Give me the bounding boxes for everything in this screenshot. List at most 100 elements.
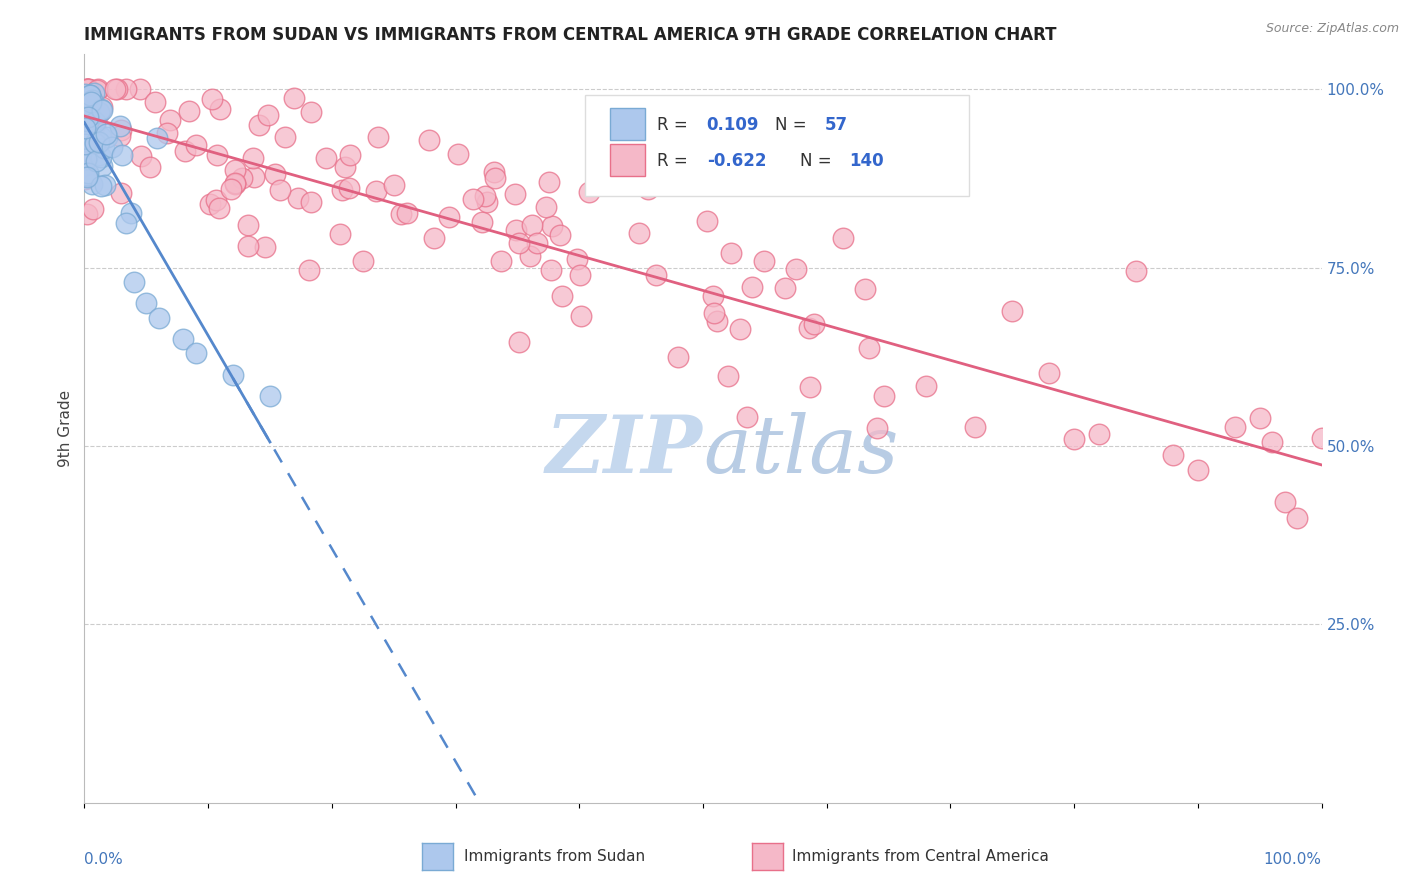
Point <box>569 309 592 323</box>
Point <box>110 122 132 136</box>
Point <box>264 167 287 181</box>
Point <box>224 177 246 191</box>
Point <box>79 108 101 122</box>
Point <box>1285 511 1308 525</box>
Point <box>83 136 105 150</box>
Point <box>80 115 103 129</box>
Point <box>79 98 101 112</box>
Point <box>76 82 98 96</box>
Point <box>208 102 231 116</box>
Point <box>702 289 724 303</box>
Point <box>222 368 245 382</box>
Point <box>706 314 728 328</box>
Point <box>914 379 936 393</box>
Point <box>484 164 506 178</box>
Point <box>773 281 796 295</box>
Point <box>637 182 659 196</box>
Point <box>77 112 100 127</box>
Point <box>105 82 128 96</box>
Point <box>146 131 169 145</box>
Point <box>785 262 807 277</box>
Point <box>866 420 889 434</box>
Point <box>93 141 115 155</box>
Point <box>159 113 181 128</box>
Point <box>87 82 110 96</box>
Point <box>298 263 321 277</box>
Point <box>129 148 152 162</box>
Point <box>352 254 374 268</box>
Text: IMMIGRANTS FROM SUDAN VS IMMIGRANTS FROM CENTRAL AMERICA 9TH GRADE CORRELATION C: IMMIGRANTS FROM SUDAN VS IMMIGRANTS FROM… <box>84 26 1057 44</box>
Point <box>90 102 112 116</box>
Point <box>135 296 157 310</box>
Point <box>73 117 96 131</box>
Point <box>73 95 96 110</box>
Point <box>145 95 167 109</box>
Point <box>489 253 512 268</box>
Point <box>287 191 309 205</box>
Point <box>77 114 100 128</box>
Point <box>111 148 134 162</box>
Point <box>79 97 101 112</box>
Point <box>335 160 357 174</box>
Text: Source: ZipAtlas.com: Source: ZipAtlas.com <box>1265 22 1399 36</box>
Point <box>236 239 259 253</box>
Point <box>538 176 561 190</box>
Text: 57: 57 <box>824 116 848 134</box>
Point <box>76 207 98 221</box>
Point <box>1261 435 1284 450</box>
Point <box>367 129 389 144</box>
Point <box>73 151 96 165</box>
Point <box>76 169 98 183</box>
Text: 0.109: 0.109 <box>707 116 759 134</box>
Point <box>578 185 600 199</box>
Point <box>90 179 112 194</box>
Point <box>87 135 110 149</box>
Point <box>73 87 96 101</box>
Point <box>148 310 170 325</box>
Point <box>1274 495 1296 509</box>
Point <box>717 368 740 383</box>
Text: atlas: atlas <box>703 412 898 490</box>
Point <box>565 252 588 266</box>
Point <box>299 105 322 120</box>
Point <box>205 148 228 162</box>
Point <box>120 206 142 220</box>
Point <box>79 91 101 105</box>
Point <box>741 279 763 293</box>
Bar <box>610 108 645 140</box>
Point <box>474 189 496 203</box>
Point <box>83 86 105 100</box>
Text: R =: R = <box>657 116 693 134</box>
Point <box>198 196 221 211</box>
Point <box>84 154 107 169</box>
Point <box>329 227 352 241</box>
Text: N =: N = <box>775 116 811 134</box>
Point <box>76 151 98 165</box>
Point <box>204 194 226 208</box>
Point <box>447 147 470 161</box>
Point <box>76 82 98 96</box>
Point <box>508 236 530 251</box>
Point <box>254 240 277 254</box>
Text: ZIP: ZIP <box>546 412 703 490</box>
Point <box>128 82 150 96</box>
Point <box>256 108 278 122</box>
Point <box>76 169 98 183</box>
Point <box>79 145 101 160</box>
Point <box>115 82 138 96</box>
Point <box>519 249 541 263</box>
Text: 100.0%: 100.0% <box>1264 852 1322 866</box>
Point <box>77 82 100 96</box>
Point <box>208 201 231 215</box>
Point <box>94 127 117 141</box>
Point <box>179 104 201 119</box>
Point <box>505 187 527 202</box>
Point <box>853 282 876 296</box>
Point <box>86 83 108 97</box>
Point <box>90 159 112 173</box>
Point <box>242 151 264 165</box>
Point <box>87 105 110 120</box>
Point <box>551 289 574 303</box>
Point <box>1001 304 1024 318</box>
Text: 0.0%: 0.0% <box>84 852 124 866</box>
